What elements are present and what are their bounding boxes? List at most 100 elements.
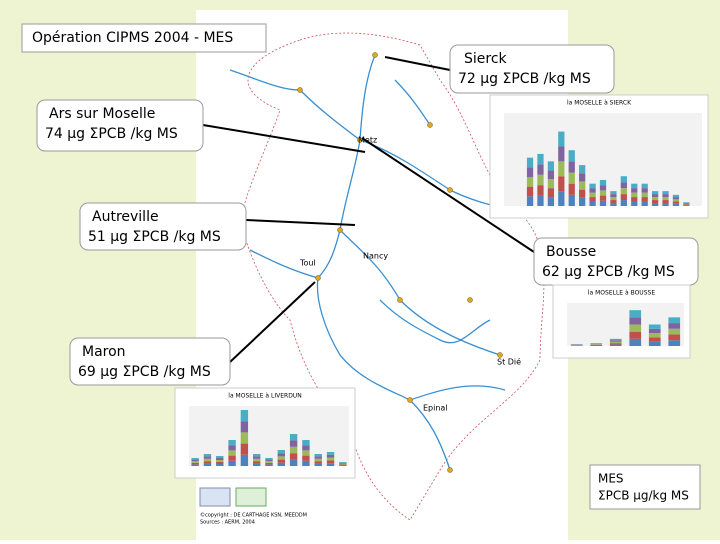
bar-segment bbox=[253, 461, 260, 463]
bar-segment bbox=[327, 452, 334, 455]
bar-segment bbox=[668, 340, 680, 346]
bar-segment bbox=[253, 464, 260, 466]
bar-segment bbox=[558, 176, 564, 191]
bar-segment bbox=[290, 453, 297, 459]
bar-segment bbox=[191, 461, 198, 463]
bar bbox=[278, 450, 285, 466]
bar-segment bbox=[228, 450, 235, 455]
bar-segment bbox=[631, 197, 637, 201]
legend-line: MES bbox=[598, 472, 624, 486]
bar-segment bbox=[673, 197, 679, 199]
site-name: Autreville bbox=[92, 209, 159, 225]
mini-chart-title: la MOSELLE à SIERCK bbox=[567, 100, 632, 107]
bar bbox=[290, 434, 297, 466]
bar-segment bbox=[652, 191, 658, 194]
site-value: 62 µg ΣPCB /kg MS bbox=[542, 264, 675, 280]
bar-segment bbox=[216, 462, 223, 464]
bar-segment bbox=[683, 204, 689, 205]
bar-segment bbox=[649, 329, 661, 333]
bar-segment bbox=[228, 445, 235, 450]
bar-segment bbox=[548, 197, 554, 206]
bar-segment bbox=[537, 164, 543, 174]
bar-segment bbox=[610, 342, 622, 343]
bar-segment bbox=[253, 459, 260, 461]
bar-segment bbox=[241, 421, 248, 432]
bar-segment bbox=[558, 161, 564, 176]
legend-line: ΣPCB µg/kg MS bbox=[598, 489, 689, 503]
plot-area bbox=[189, 406, 349, 466]
bar-segment bbox=[610, 194, 616, 197]
bar-segment bbox=[228, 440, 235, 445]
bar-segment bbox=[579, 181, 585, 189]
bar-segment bbox=[579, 190, 585, 198]
bar-segment bbox=[216, 464, 223, 466]
bar bbox=[241, 410, 248, 466]
bar-segment bbox=[610, 340, 622, 341]
bar-segment bbox=[302, 445, 309, 450]
bar-segment bbox=[610, 191, 616, 194]
bar-segment bbox=[600, 185, 606, 190]
site-value: 69 µg ΣPCB /kg MS bbox=[78, 364, 211, 380]
bar-segment bbox=[589, 188, 595, 192]
bar-segment bbox=[662, 194, 668, 197]
bar bbox=[683, 202, 689, 206]
bar bbox=[629, 310, 641, 346]
bar-segment bbox=[302, 461, 309, 466]
bar-segment bbox=[278, 463, 285, 466]
bar-segment bbox=[265, 458, 272, 460]
bar-segment bbox=[327, 463, 334, 466]
bar-segment bbox=[204, 464, 211, 466]
bar bbox=[339, 462, 346, 466]
bar-segment bbox=[558, 191, 564, 206]
bar-segment bbox=[668, 335, 680, 341]
bar-segment bbox=[629, 310, 641, 317]
bar-segment bbox=[548, 188, 554, 197]
bar-segment bbox=[589, 184, 595, 188]
bar-segment bbox=[621, 176, 627, 182]
site-value: 74 µg ΣPCB /kg MS bbox=[45, 126, 178, 142]
bar-segment bbox=[569, 150, 575, 161]
bar-segment bbox=[569, 161, 575, 172]
bar-segment bbox=[339, 465, 346, 466]
bar-segment bbox=[590, 343, 602, 344]
bar-segment bbox=[673, 204, 679, 206]
bar-segment bbox=[600, 201, 606, 206]
bar-segment bbox=[642, 193, 648, 197]
bar-segment bbox=[527, 177, 533, 187]
bar-segment bbox=[191, 458, 198, 460]
bar-segment bbox=[590, 344, 602, 345]
bar-segment bbox=[610, 345, 622, 346]
bar-segment bbox=[527, 158, 533, 168]
bar-segment bbox=[683, 205, 689, 206]
bar-segment bbox=[662, 203, 668, 206]
credit: ©copyright : DE CARTHAGE KSN, MEEDDM bbox=[200, 512, 307, 519]
bar-segment bbox=[302, 450, 309, 455]
bar-segment bbox=[302, 456, 309, 461]
bar-segment bbox=[204, 461, 211, 463]
bar-segment bbox=[642, 197, 648, 201]
bar-segment bbox=[610, 343, 622, 344]
bar bbox=[579, 165, 585, 206]
bar-segment bbox=[315, 459, 322, 461]
bar-segment bbox=[590, 344, 602, 345]
bar-segment bbox=[673, 202, 679, 204]
site-value: 72 µg ΣPCB /kg MS bbox=[458, 71, 591, 87]
mini-chart-title: la MOSELLE à BOUSSE bbox=[588, 290, 655, 297]
bar-segment bbox=[315, 464, 322, 466]
site-name: Sierck bbox=[464, 51, 508, 67]
bar-segment bbox=[662, 197, 668, 200]
city-label: Nancy bbox=[363, 252, 388, 261]
bar-segment bbox=[228, 461, 235, 466]
bar-segment bbox=[216, 456, 223, 458]
bar-segment bbox=[668, 323, 680, 329]
bar-segment bbox=[290, 440, 297, 446]
bar bbox=[191, 458, 198, 466]
bar-segment bbox=[537, 196, 543, 206]
bar-segment bbox=[629, 339, 641, 346]
bar bbox=[652, 191, 658, 206]
bar-segment bbox=[631, 202, 637, 206]
plot-area bbox=[567, 303, 684, 346]
logo bbox=[200, 488, 230, 506]
bar bbox=[642, 184, 648, 206]
bar-segment bbox=[569, 184, 575, 195]
